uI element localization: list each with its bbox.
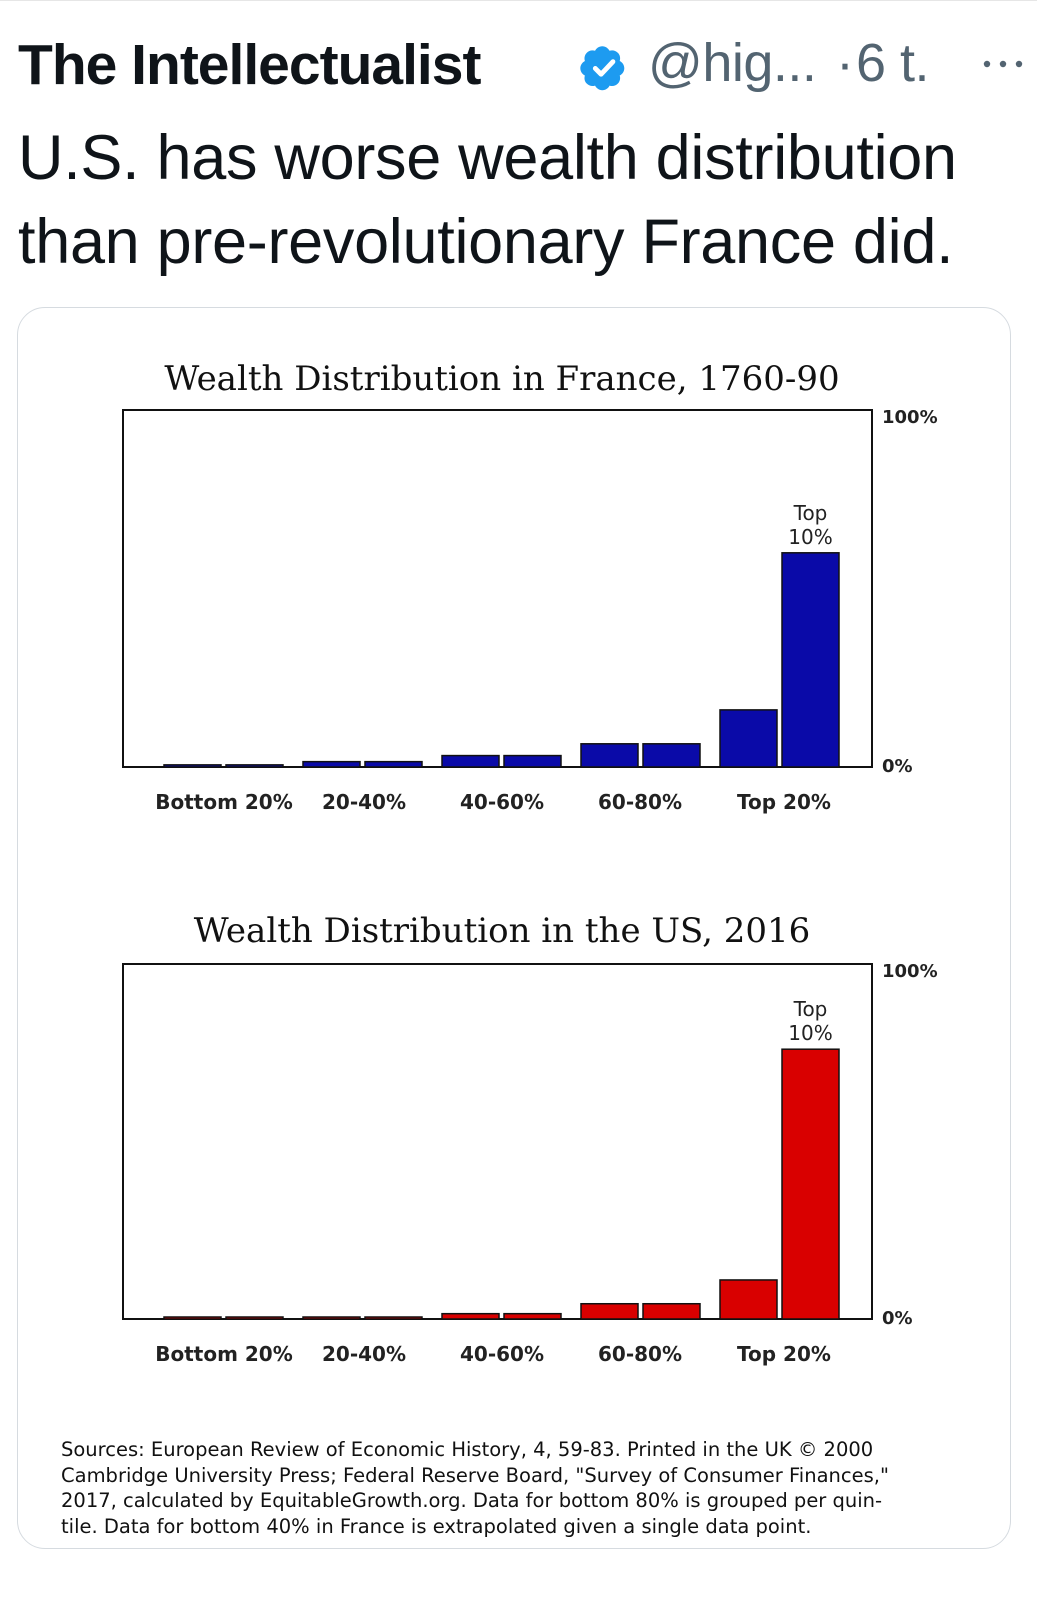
france-bar xyxy=(225,764,284,768)
us-bar xyxy=(719,1279,778,1320)
us-bar xyxy=(441,1312,500,1320)
us-bar xyxy=(642,1302,701,1320)
france-bar xyxy=(580,743,639,768)
tweet-text-line: U.S. has worse wealth distribution xyxy=(18,123,957,193)
france-bar xyxy=(719,709,778,768)
sources-line: tile. Data for bottom 40% in France is e… xyxy=(61,1514,812,1538)
tweet-text-line: than pre-revolutionary France did. xyxy=(18,207,954,277)
tweet-header: The Intellectualist @hig... · 6 t. xyxy=(18,28,1025,108)
france-xtick-label: Top 20% xyxy=(737,790,831,814)
tweet-text: U.S. has worse wealth distribution than … xyxy=(18,116,1018,284)
france-bar xyxy=(364,760,423,768)
us-xtick-label: 20-40% xyxy=(322,1342,406,1366)
us-plot-frame xyxy=(122,963,873,1320)
france-bar-annotation: Top xyxy=(793,501,828,525)
us-xtick-label: 40-60% xyxy=(460,1342,544,1366)
us-ytick-label: 100% xyxy=(882,961,938,982)
us-bar xyxy=(163,1316,222,1320)
france-bar xyxy=(503,754,562,768)
media-card[interactable]: Wealth Distribution in France, 1760-90 10… xyxy=(17,307,1011,1549)
sources-line: Cambridge University Press; Federal Rese… xyxy=(61,1463,889,1487)
us-ytick-label: 0% xyxy=(882,1308,913,1329)
france-bar xyxy=(302,760,361,768)
france-ytick-label: 100% xyxy=(882,407,938,428)
us-xtick-label: Bottom 20% xyxy=(155,1342,293,1366)
us-bar xyxy=(364,1316,423,1320)
separator-dot: · xyxy=(836,33,854,93)
author-handle[interactable]: @hig... xyxy=(648,33,817,93)
france-bar xyxy=(781,552,840,768)
us-bar-annotation: 10% xyxy=(788,1021,832,1045)
author-name[interactable]: The Intellectualist xyxy=(18,33,481,97)
top-divider xyxy=(0,0,1037,1)
sources-caption: Sources: European Review of Economic His… xyxy=(61,1437,991,1539)
us-bar xyxy=(225,1316,284,1320)
verified-badge-icon xyxy=(580,46,625,91)
france-xtick-label: Bottom 20% xyxy=(155,790,293,814)
france-xtick-label: 20-40% xyxy=(322,790,406,814)
us-xtick-label: Top 20% xyxy=(737,1342,831,1366)
france-bar xyxy=(441,754,500,768)
france-ytick-label: 0% xyxy=(882,756,913,777)
sources-line: Sources: European Review of Economic His… xyxy=(61,1438,874,1461)
charts-image: Wealth Distribution in France, 1760-90 10… xyxy=(122,359,938,1366)
france-bar-annotation: 10% xyxy=(788,525,832,549)
france-bar xyxy=(163,764,222,768)
us-chart-title: Wealth Distribution in the US, 2016 xyxy=(194,911,811,951)
france-xtick-label: 60-80% xyxy=(598,790,682,814)
france-bar xyxy=(642,743,701,768)
france-chart-title: Wealth Distribution in France, 1760-90 xyxy=(164,359,839,399)
more-options-icon[interactable] xyxy=(980,54,1026,74)
us-bar xyxy=(302,1316,361,1320)
us-bar-annotation: Top xyxy=(793,997,828,1021)
us-bar xyxy=(781,1048,840,1320)
us-bar xyxy=(580,1302,639,1320)
us-xtick-label: 60-80% xyxy=(598,1342,682,1366)
france-xtick-label: 40-60% xyxy=(460,790,544,814)
sources-line: 2017, calculated by EquitableGrowth.org.… xyxy=(61,1489,883,1512)
tweet-timestamp[interactable]: 6 t. xyxy=(856,33,930,93)
us-bar xyxy=(503,1312,562,1320)
